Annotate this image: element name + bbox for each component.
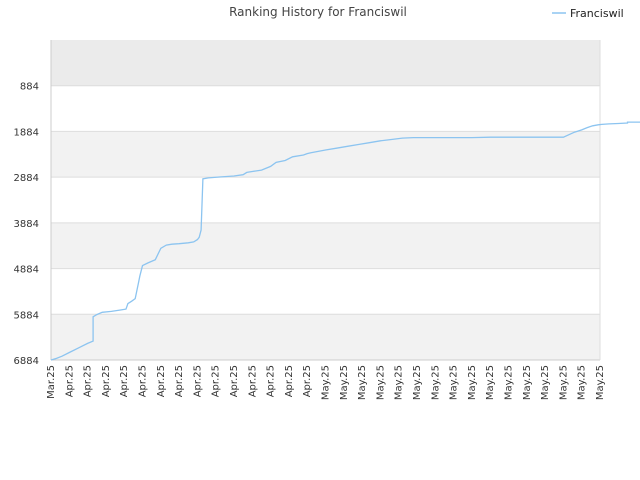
y-tick-labels: 884 1884 2884 3884 4884 5884 6884 bbox=[14, 82, 39, 367]
series-line bbox=[50, 121, 640, 361]
x-tick-label: Mar.25 bbox=[46, 365, 57, 399]
x-tick-label: May.25 bbox=[558, 365, 569, 400]
x-tick-label: Apr.25 bbox=[211, 365, 222, 397]
x-tick-label: May.25 bbox=[394, 365, 405, 400]
x-tick-label: Apr.25 bbox=[192, 365, 203, 397]
x-tick-label: May.25 bbox=[412, 365, 423, 400]
y-tick-label: 1884 bbox=[14, 127, 39, 138]
x-tick-label: May.25 bbox=[595, 365, 606, 400]
x-tick-label: Apr.25 bbox=[302, 365, 313, 397]
x-tick-label: Apr.25 bbox=[174, 365, 185, 397]
x-tick-label: Apr.25 bbox=[119, 365, 130, 397]
y-tick-label: 6884 bbox=[14, 356, 39, 367]
y-tick-label: 2884 bbox=[14, 173, 39, 184]
x-tick-label: May.25 bbox=[375, 365, 386, 400]
x-tick-label: Apr.25 bbox=[156, 365, 167, 397]
x-tick-label: Apr.25 bbox=[101, 365, 112, 397]
plot-band bbox=[51, 268, 600, 315]
series-layer bbox=[50, 121, 640, 361]
x-tick-label: Apr.25 bbox=[64, 365, 75, 397]
x-tick-label: May.25 bbox=[430, 365, 441, 400]
y-tick-label: 5884 bbox=[14, 310, 39, 321]
x-tick-label: May.25 bbox=[504, 365, 515, 400]
legend: Franciswil bbox=[552, 7, 624, 20]
x-tick-label: May.25 bbox=[485, 365, 496, 400]
x-tick-label: May.25 bbox=[449, 365, 460, 400]
x-tick-label: May.25 bbox=[540, 365, 551, 400]
x-tick-label: Apr.25 bbox=[284, 365, 295, 397]
x-tick-label: Apr.25 bbox=[229, 365, 240, 397]
y-tick-label: 3884 bbox=[14, 219, 39, 230]
chart-title: Ranking History for Franciswil bbox=[229, 5, 407, 19]
plot-background-bands bbox=[51, 40, 600, 360]
legend-label: Franciswil bbox=[570, 7, 624, 20]
plot-band bbox=[51, 40, 600, 86]
plot-band bbox=[51, 177, 600, 223]
x-tick-label: May.25 bbox=[522, 365, 533, 400]
x-tick-label: Apr.25 bbox=[266, 365, 277, 397]
x-tick-label: Apr.25 bbox=[83, 365, 94, 397]
x-tick-labels: Mar.25 Apr.25 Apr.25 Apr.25 Apr.25 Apr.25 Apr.… bbox=[46, 365, 606, 400]
plot-band bbox=[51, 314, 600, 360]
y-tick-label: 4884 bbox=[14, 265, 39, 276]
x-tick-label: May.25 bbox=[321, 365, 332, 400]
x-tick-label: May.25 bbox=[467, 365, 478, 400]
x-tick-label: May.25 bbox=[357, 365, 368, 400]
axes bbox=[50, 40, 601, 361]
plot-band bbox=[51, 85, 600, 132]
y-tick-label: 884 bbox=[20, 82, 39, 93]
x-tick-label: Apr.25 bbox=[247, 365, 258, 397]
plot-band bbox=[51, 131, 600, 178]
x-tick-label: May.25 bbox=[339, 365, 350, 400]
x-tick-label: Apr.25 bbox=[138, 365, 149, 397]
x-tick-label: May.25 bbox=[577, 365, 588, 400]
plot-band bbox=[51, 222, 600, 269]
